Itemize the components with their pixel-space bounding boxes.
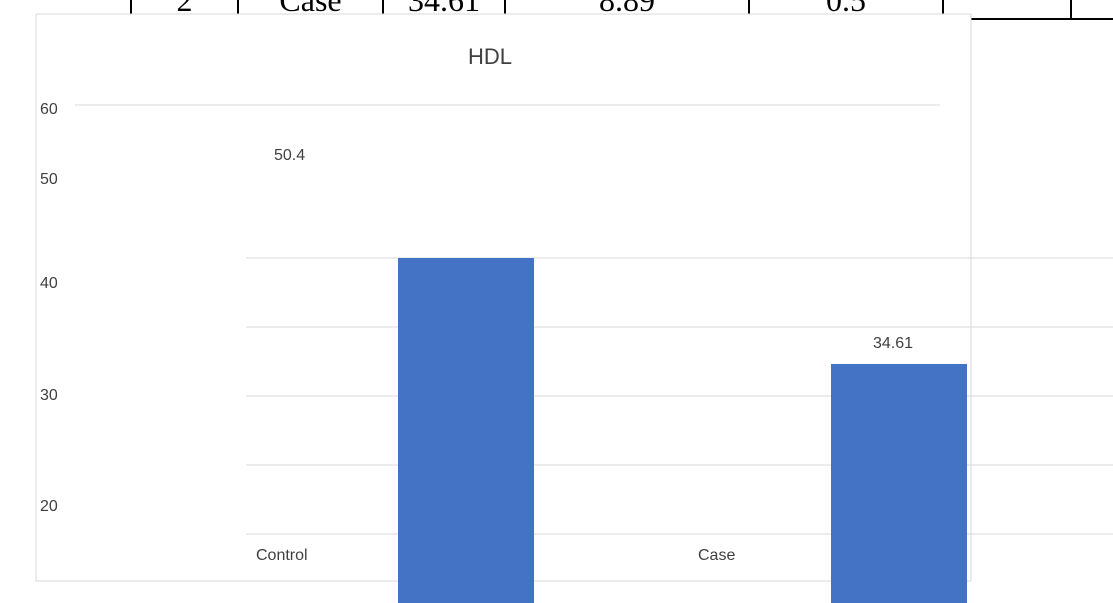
bar-case [831, 364, 967, 603]
data-label-case: 34.61 [873, 335, 913, 352]
bars [398, 258, 967, 603]
y-tick-label: 50 [40, 171, 58, 188]
y-tick-label: 30 [40, 387, 58, 404]
table-divider [942, 0, 944, 20]
data-labels: 50.4 34.61 [274, 147, 913, 352]
x-axis-categories: Control Case [256, 547, 735, 564]
y-axis-ticks: 20 30 40 50 60 [40, 101, 58, 515]
gridlines [75, 104, 1113, 535]
category-label-case: Case [698, 547, 735, 564]
data-label-control: 50.4 [274, 147, 305, 164]
table-divider [237, 0, 239, 20]
table-divider [1070, 0, 1072, 20]
table-divider [504, 0, 506, 20]
category-label-control: Control [256, 547, 308, 564]
bar-control [398, 258, 534, 603]
chart-title: HDL [468, 44, 512, 69]
y-tick-label: 40 [40, 275, 58, 292]
y-tick-label: 20 [40, 498, 58, 515]
table-divider [382, 0, 384, 20]
y-tick-label: 60 [40, 101, 58, 118]
table-divider [748, 0, 750, 20]
